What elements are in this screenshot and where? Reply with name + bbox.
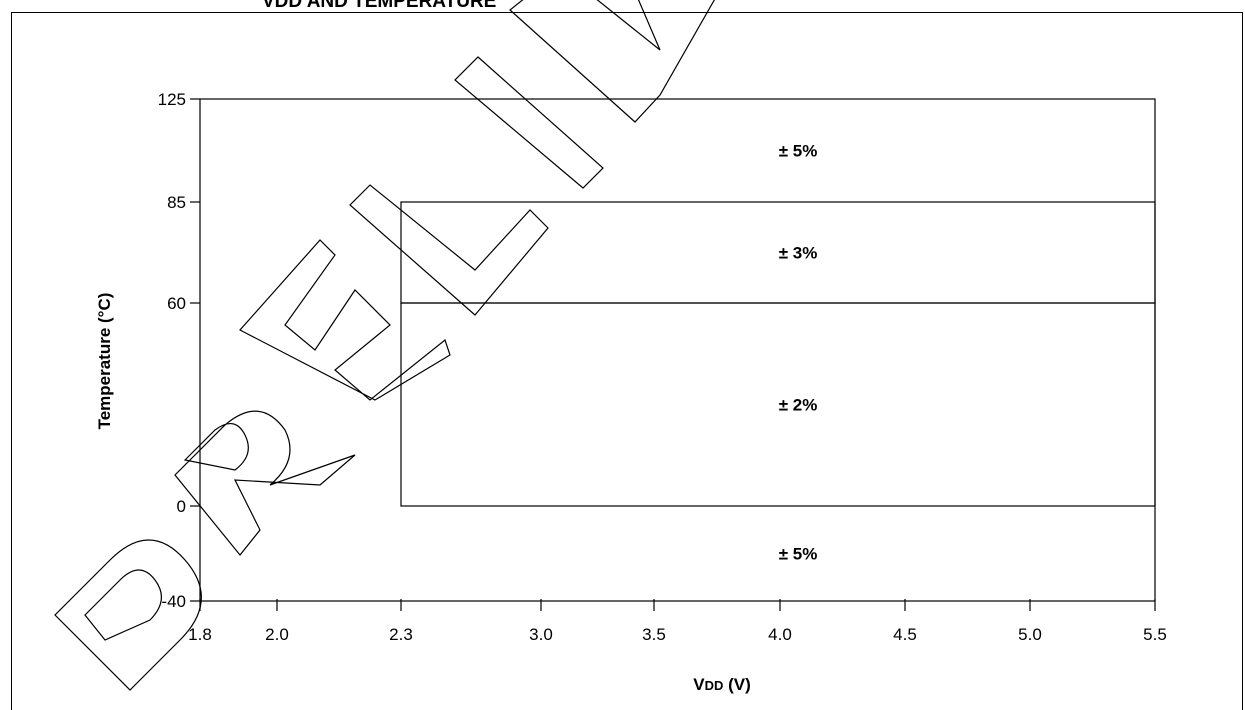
preliminary-watermark [54,0,715,691]
y-tick-label: -40 [161,592,186,611]
watermark-letter-p [54,539,202,691]
y-tick-label: 0 [177,497,186,516]
x-tick-label: 2.0 [265,625,289,644]
x-tick-label: 4.0 [768,625,792,644]
plot-area: ± 5% ± 3% ± 2% ± 5% 1.8 2.0 2.3 3.0 3.5 4.0 4.5 5.0… [158,90,1167,644]
y-tick-label: 85 [167,193,186,212]
watermark-letter-l [349,184,549,316]
x-tick-label: 5.0 [1018,625,1042,644]
watermark-letter-m [509,0,715,123]
x-tick-label: 2.3 [389,625,413,644]
chart-caption: VDD AND TEMPERATURE [262,0,497,12]
region-label: ± 5% [779,142,818,161]
y-axis-title: Temperature (°C) [95,293,114,430]
watermark-letter-e [239,239,451,401]
x-tick-label: 3.5 [642,625,666,644]
x-tick-label: 1.8 [188,625,212,644]
region-box [400,302,1156,507]
region-label: ± 2% [779,396,818,415]
x-tick-label: 4.5 [893,625,917,644]
x-axis-title-main: V [693,675,705,694]
region-label: ± 5% [779,545,818,564]
watermark-letter-r [174,410,356,556]
y-tick-label: 125 [158,90,186,109]
watermark-letter-i [454,56,604,189]
x-tick-label: 3.0 [529,625,553,644]
y-tick-label: 60 [167,294,186,313]
x-axis-title-unit: (V) [723,675,750,694]
x-axis-title-sub: DD [705,678,724,693]
chart-frame: VDD AND TEMPERATURE [11,0,1243,710]
plot-border [199,98,1156,602]
x-tick-label: 5.5 [1143,625,1167,644]
x-axis-title: VDD (V) [693,675,751,694]
region-label: ± 3% [779,244,818,263]
